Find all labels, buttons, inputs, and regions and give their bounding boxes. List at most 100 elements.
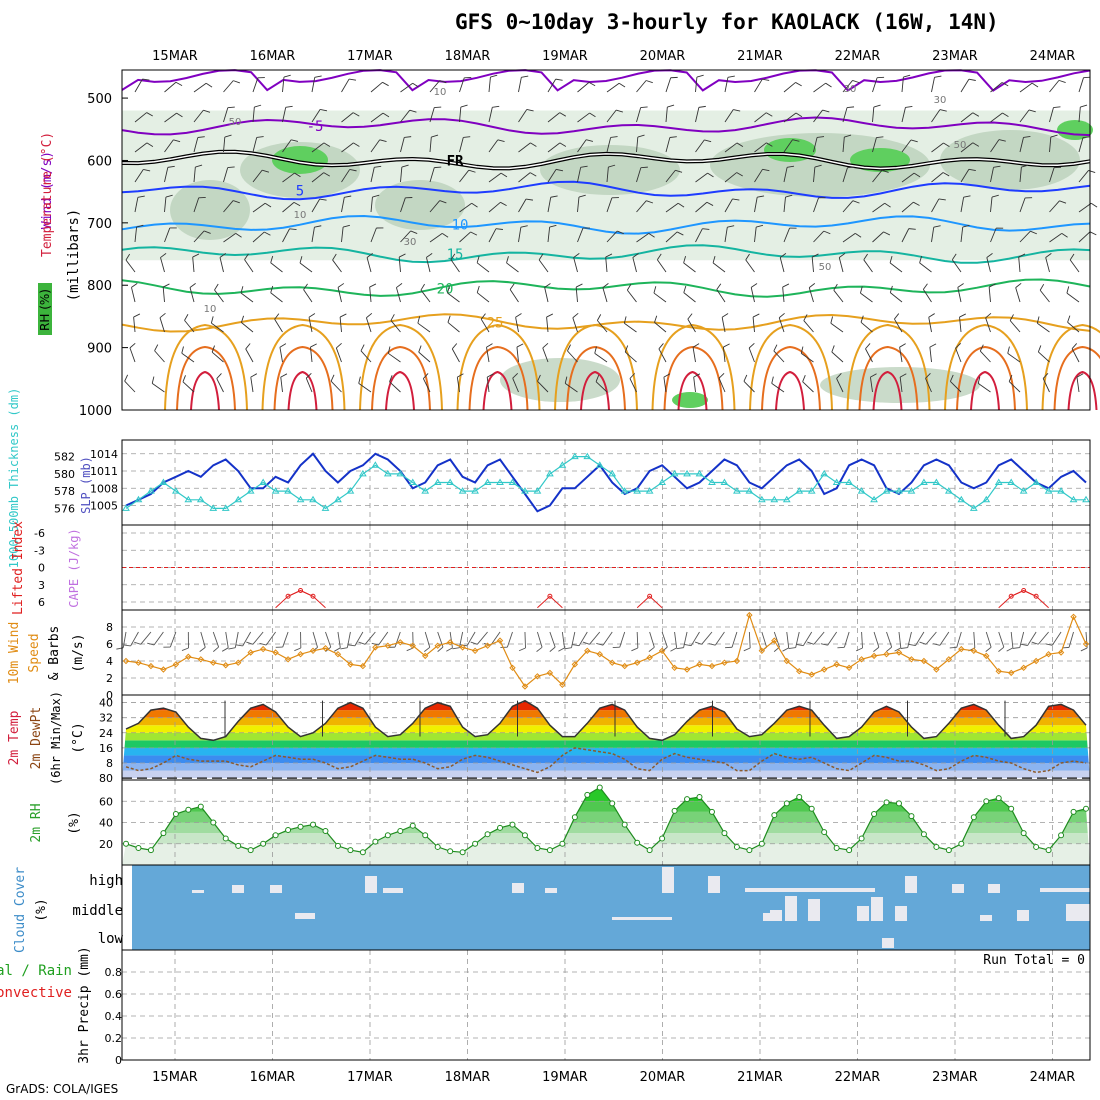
wind-barb (280, 377, 283, 393)
wind-barb-flag (580, 165, 588, 168)
wind-barb-flag (330, 374, 335, 382)
wind-barb-flag (883, 231, 891, 236)
wind-barb-flag (439, 80, 447, 84)
wind-barb-flag (1050, 134, 1058, 138)
wind-barb (129, 347, 136, 363)
wind-barb (813, 197, 819, 213)
wind-barb-flag (439, 200, 447, 204)
pressure-tick-label: 1000 (79, 404, 112, 419)
wind-barb-flag (323, 172, 330, 177)
thickness-point (658, 478, 666, 485)
theta-contour-gold (164, 323, 248, 411)
rh-point (472, 840, 479, 847)
wind-barb-10m-flag (582, 641, 590, 645)
wind-barb-10m-flag (708, 643, 716, 646)
wind-barb-10m-flag (919, 641, 927, 645)
wind-barb (695, 107, 700, 123)
wind-barb-flag (766, 112, 773, 117)
wind-barb (1039, 289, 1050, 303)
wind-barb-10m (242, 631, 252, 647)
wind-barb-flag (451, 343, 458, 350)
wind-barb (252, 137, 258, 153)
wind-barb-flag (1089, 231, 1097, 236)
wind-barb-flag (1042, 373, 1049, 379)
thickness-point (832, 478, 841, 485)
ylabel-millibars: (millibars) (66, 209, 82, 302)
wind-barb-flag (870, 373, 877, 378)
wind-barb-flag (596, 314, 602, 321)
wind-barb (518, 142, 531, 153)
wind-barb (488, 77, 491, 93)
precip-tick-label: 0.6 (105, 988, 123, 1001)
wind-barb (396, 287, 401, 303)
wind-barb (282, 107, 287, 123)
wind-barb-flag (693, 373, 701, 378)
wind-barb-10m-flag (782, 647, 789, 652)
wind-barb-flag (353, 142, 360, 147)
wind-barb (134, 197, 139, 213)
wind-barb (518, 109, 528, 123)
ylabel-cape: CAPE (J/kg) (67, 528, 81, 607)
thickness-point (358, 469, 367, 477)
wind-barb-10m (925, 631, 937, 645)
theta-contour-orange (371, 345, 431, 411)
wind-barb (488, 201, 501, 213)
rh-point (210, 819, 217, 826)
wind-barb-10m-flag (235, 644, 243, 647)
wind-barb-flag (594, 346, 597, 354)
wind-barb-10m (701, 631, 713, 645)
wind-barb (459, 202, 472, 213)
wind-barb (752, 317, 755, 333)
wind-barb (537, 380, 549, 393)
wind-barb-flag (863, 253, 868, 261)
wind-barb (308, 317, 313, 333)
wind-barb (606, 109, 617, 123)
wind-barb-flag (387, 346, 391, 354)
wind-barb (341, 78, 350, 93)
slp-tick-label: 1011 (90, 465, 118, 478)
wind-barb (134, 112, 147, 123)
wind-barb-flag (908, 228, 916, 230)
isotherm-line (121, 116, 1091, 137)
wind-speed-line (125, 613, 1087, 688)
wind-speed-point (1057, 649, 1065, 656)
wind-barb-flag (374, 165, 382, 168)
wind-barb (1015, 287, 1021, 303)
rh-point (646, 847, 653, 854)
temp-color-bands (122, 700, 1090, 779)
wind-barb (783, 112, 797, 123)
wind-barb (332, 259, 342, 273)
wind-barb (1008, 381, 1021, 393)
wind-barb-flag (905, 105, 913, 108)
wind-barb (928, 317, 932, 333)
wind-barb-flag (487, 373, 494, 378)
date-label-top: 21MAR (737, 49, 783, 64)
wind-barb (459, 137, 464, 153)
cloud-middle-bar (785, 896, 797, 921)
wind-barb (341, 169, 351, 183)
rh-point (509, 821, 516, 828)
thickness-point (147, 487, 155, 494)
wind-barb-10m-flag (470, 641, 478, 645)
wind-barb (476, 262, 490, 273)
slp-tick-label: 1014 (90, 448, 118, 461)
date-label-top: 18MAR (445, 49, 491, 64)
wind-barb-flag (344, 195, 352, 198)
wind-barb-flag (617, 230, 624, 235)
date-label-top: 19MAR (542, 49, 588, 64)
wind-barb-flag (486, 343, 493, 348)
wind-barb (865, 348, 873, 363)
wind-barb-flag (500, 201, 507, 207)
date-label-top: 20MAR (640, 49, 686, 64)
isotherm-label: FR (447, 153, 464, 169)
wind-barb-flag (779, 253, 787, 258)
thickness-point (994, 478, 1003, 485)
wind-barb-flag (470, 231, 478, 236)
wind-barb-flag (420, 283, 425, 291)
wind-barb-flag (189, 283, 196, 288)
cloud-category-label: middle (72, 903, 123, 919)
rh-shade-blob (170, 180, 250, 240)
cloud-middle-bar (808, 899, 820, 921)
wind-speed-point (334, 650, 342, 658)
wind-barb-flag (929, 343, 937, 348)
